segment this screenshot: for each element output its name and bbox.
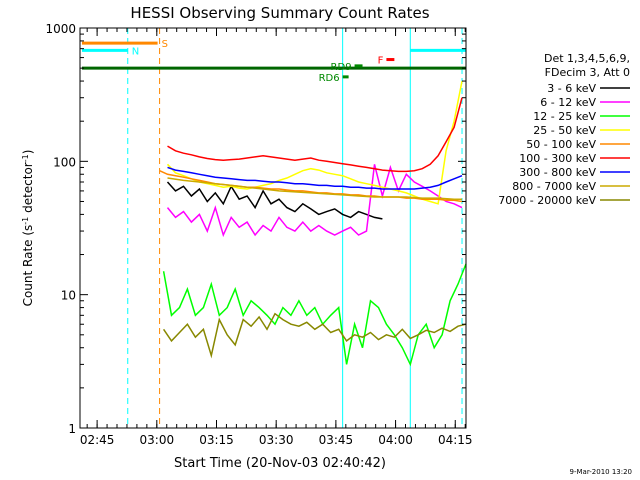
y-axis-label-mid: detector bbox=[21, 162, 35, 217]
y-axis-label-sup1: -1 bbox=[21, 217, 30, 225]
status-marker-label: RD9 bbox=[331, 62, 352, 73]
x-tick-label: 03:15 bbox=[199, 433, 234, 447]
status-marker-label: N bbox=[132, 46, 139, 57]
legend-label: 7000 - 20000 keV bbox=[498, 194, 596, 207]
x-tick-label: 03:00 bbox=[140, 433, 175, 447]
legend-label: 50 - 100 keV bbox=[526, 138, 596, 151]
chart-title: HESSI Observing Summary Count Rates bbox=[130, 4, 429, 22]
x-tick-label: 03:45 bbox=[319, 433, 354, 447]
series-line bbox=[166, 181, 383, 220]
x-tick-label: 02:45 bbox=[80, 433, 115, 447]
legend-label: 12 - 25 keV bbox=[533, 110, 596, 123]
y-tick-label: 1 bbox=[68, 422, 76, 436]
status-marker-label: S bbox=[162, 39, 168, 50]
y-tick-label: 1000 bbox=[45, 22, 76, 36]
y-axis-label: Count Rate (s-1 detector-1) bbox=[21, 150, 36, 307]
status-marker-label: RD6 bbox=[319, 73, 340, 84]
series-line bbox=[167, 166, 463, 190]
series-line bbox=[167, 97, 463, 173]
x-tick-label: 03:30 bbox=[259, 433, 294, 447]
series-line bbox=[167, 177, 462, 200]
y-axis-label-end: ) bbox=[21, 150, 35, 155]
x-axis-label: Start Time (20-Nov-03 02:40:42) bbox=[174, 456, 386, 471]
legend-label: 25 - 50 keV bbox=[533, 124, 596, 137]
legend-header-line-1: Det 1,3,4,5,6,9, bbox=[544, 52, 630, 65]
x-tick-label: 04:00 bbox=[378, 433, 413, 447]
series-line bbox=[166, 164, 463, 238]
x-tick-label: 04:15 bbox=[438, 433, 473, 447]
legend-label: 800 - 7000 keV bbox=[512, 180, 596, 193]
legend-label: 6 - 12 keV bbox=[540, 96, 596, 109]
legend-header-line-2: FDecim 3, Att 0 bbox=[545, 66, 630, 79]
y-axis-label-main: Count Rate (s bbox=[21, 225, 35, 307]
y-axis-label-sup2: -1 bbox=[21, 154, 30, 162]
y-tick-label: 100 bbox=[53, 155, 76, 169]
legend-label: 100 - 300 keV bbox=[519, 152, 596, 165]
legend-label: 3 - 6 keV bbox=[547, 82, 596, 95]
series-line bbox=[162, 263, 467, 367]
status-marker-label: F bbox=[378, 56, 384, 67]
series-line bbox=[166, 80, 463, 205]
timestamp: 9-Mar-2010 13:20 bbox=[570, 468, 632, 476]
y-tick-label: 10 bbox=[61, 289, 76, 303]
plot-frame bbox=[79, 27, 467, 429]
legend-label: 300 - 800 keV bbox=[519, 166, 596, 179]
series-line bbox=[162, 312, 467, 359]
